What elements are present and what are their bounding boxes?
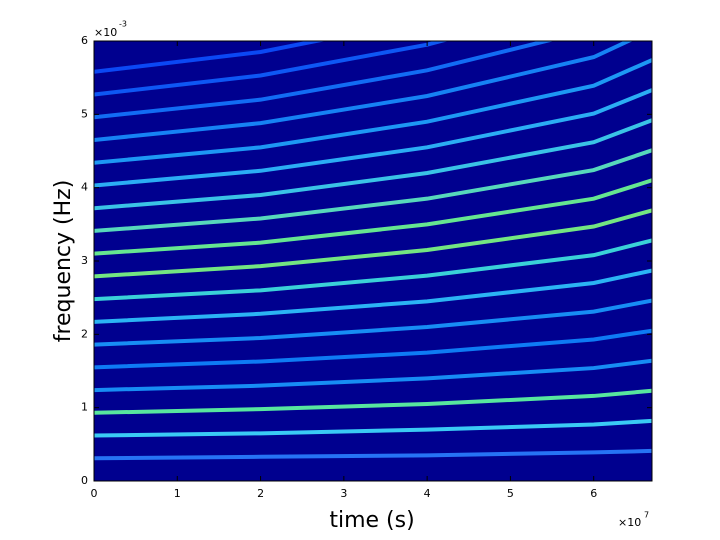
harmonic-track [94, 328, 652, 370]
x-scale-power: 7 [644, 511, 649, 520]
harmonic-track [94, 148, 652, 233]
x-tick-label: 6 [590, 487, 597, 500]
harmonic-track [94, 41, 327, 74]
harmonic-track [94, 358, 652, 393]
harmonic-track [94, 88, 652, 188]
y-axis-label: frequency (Hz) [51, 180, 76, 343]
harmonic-track [94, 41, 634, 142]
tracks [94, 41, 652, 461]
harmonic-track [94, 238, 652, 302]
y-scale-label: ×10 [94, 26, 117, 39]
y-tick-label: 5 [81, 107, 88, 120]
harmonic-track [94, 118, 652, 211]
y-scale-power: -3 [119, 20, 127, 29]
harmonic-track [94, 298, 652, 347]
y-tick-label: 0 [81, 474, 88, 487]
x-scale-label: ×10 [618, 516, 641, 529]
y-tick-label: 3 [81, 254, 88, 267]
harmonic-track [94, 178, 652, 256]
harmonic-track [94, 388, 652, 415]
harmonic-track [94, 41, 555, 120]
y-tick-label: 6 [81, 34, 88, 47]
harmonic-track [94, 268, 652, 324]
x-tick-label: 1 [174, 487, 181, 500]
y-tick-label: 1 [81, 401, 88, 414]
harmonic-track [94, 58, 652, 165]
harmonic-track [94, 448, 652, 461]
x-tick-label: 3 [340, 487, 347, 500]
x-tick-label: 5 [507, 487, 514, 500]
harmonic-track [94, 208, 652, 279]
x-tick-label: 0 [91, 487, 98, 500]
y-tick-label: 2 [81, 327, 88, 340]
y-tick-label: 4 [81, 181, 88, 194]
x-axis-label: time (s) [329, 508, 414, 533]
x-tick-label: 4 [424, 487, 431, 500]
x-tick-label: 2 [257, 487, 264, 500]
harmonic-track [94, 418, 652, 438]
